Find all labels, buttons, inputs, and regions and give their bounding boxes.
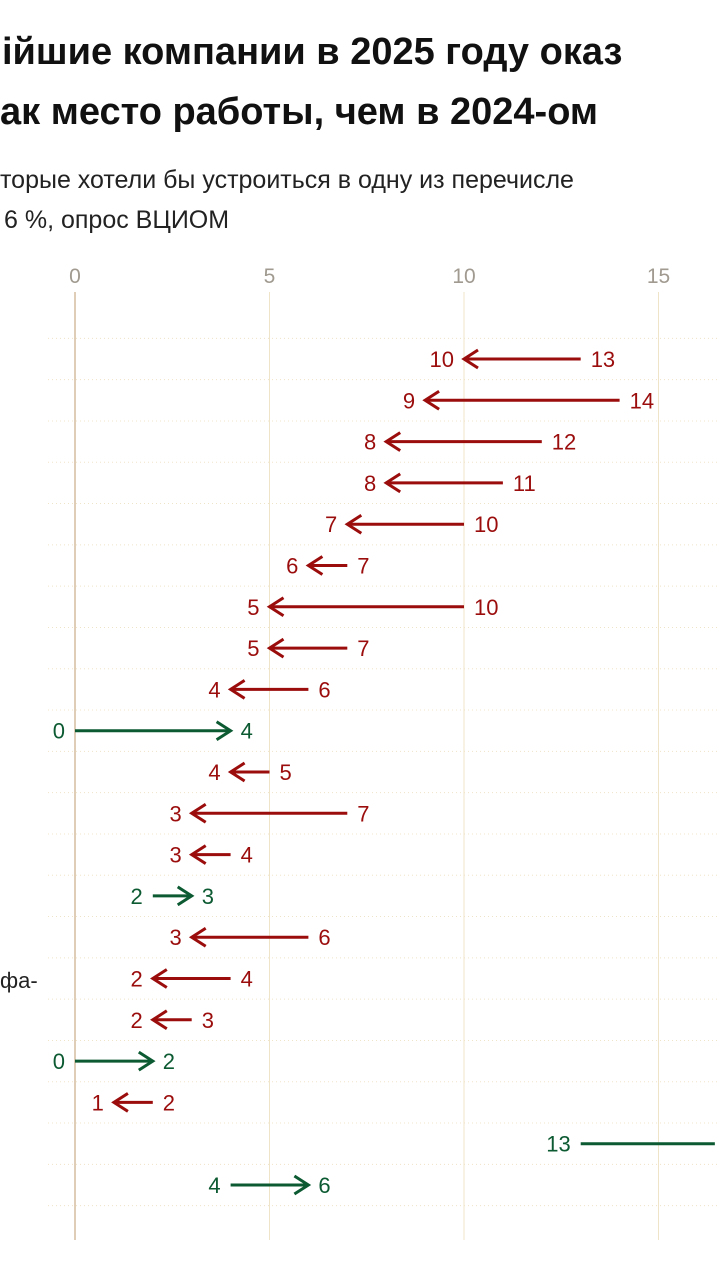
arrow-head: [188, 844, 207, 865]
arrow-row: 10 7: [325, 512, 498, 537]
start-value-label: 13: [591, 347, 615, 372]
x-tick-label: 5: [264, 265, 276, 288]
arrow-head: [227, 679, 246, 700]
start-value-label: 4: [241, 843, 253, 868]
arrow-head: [422, 390, 440, 411]
arrow-row: 42: [131, 967, 253, 992]
x-tick-label: 0: [69, 265, 81, 288]
start-value-label: 10: [474, 512, 498, 537]
end-value-label: 9: [403, 388, 415, 413]
start-value-label: 4: [241, 967, 253, 992]
arrow-head: [150, 1009, 168, 1031]
end-value-label: 8: [364, 471, 376, 496]
end-value-label: 2: [131, 1008, 143, 1033]
x-axis-ticks: 0 5 10 15: [69, 265, 670, 288]
arrow-row: 21: [92, 1090, 175, 1115]
end-value-label: 3: [169, 801, 181, 826]
start-value-label: 6: [318, 677, 330, 702]
arrow-head: [150, 968, 168, 989]
start-value-label: 11: [513, 471, 536, 496]
start-value-label: 6: [318, 925, 330, 950]
arrow-row: 76: [286, 554, 369, 579]
chart-title-line-1: ійшие компании в 2025 году оказ: [2, 31, 623, 73]
arrow-head: [111, 1092, 129, 1113]
start-value-label: 12: [552, 430, 576, 455]
chart-subtitle-line-1: торые хотели бы устроиться в одну из пер…: [0, 166, 574, 194]
end-value-label: 4: [208, 677, 220, 702]
arrow-head: [266, 637, 285, 659]
end-value-label: 2: [131, 967, 143, 992]
arrow-head: [188, 926, 207, 948]
start-value-label: 10: [474, 595, 498, 620]
arrow-head: [188, 803, 207, 824]
arrow-row: 14 9: [403, 388, 654, 413]
arrow-head: [215, 720, 234, 741]
end-value-label: 5: [247, 636, 259, 661]
x-tick-label: 10: [452, 265, 475, 288]
start-value-label: 2: [131, 884, 143, 909]
arrow-head: [227, 761, 246, 783]
arrow-head: [176, 885, 195, 907]
arrow-row: 11 8: [364, 471, 536, 496]
end-value-label: 8: [364, 430, 376, 455]
chart-subtitle-line-2: 6 %, опрос ВЦИОМ: [4, 206, 230, 234]
arrow-head: [293, 1174, 312, 1196]
end-value-label: 4: [241, 719, 253, 744]
end-value-label: 3: [202, 884, 214, 909]
end-value-label: 4: [208, 760, 220, 785]
arrow-head: [383, 431, 402, 452]
arrow-row: 32: [131, 1008, 214, 1033]
arrow-row: 64: [208, 677, 330, 702]
end-value-label: 6: [286, 554, 298, 579]
end-value-label: 10: [430, 347, 454, 372]
start-value-label: 2: [163, 1090, 175, 1115]
arrow-head: [461, 348, 479, 370]
grid-layer: [48, 292, 720, 1240]
start-value-label: 7: [357, 801, 369, 826]
end-value-label: 7: [325, 512, 337, 537]
row-label-fragment: фа-: [0, 968, 38, 993]
end-value-label: 5: [247, 595, 259, 620]
arrow-row: 12 8: [364, 430, 576, 455]
arrow-row: 73: [169, 801, 369, 826]
start-value-label: 3: [202, 1008, 214, 1033]
start-value-label: 7: [357, 636, 369, 661]
arrow-head: [344, 513, 363, 535]
arrow-row: 13 10: [430, 347, 616, 372]
start-value-label: 14: [630, 388, 654, 413]
start-value-label: 7: [357, 554, 369, 579]
arrow-row: 10 5: [247, 595, 498, 620]
start-value-label: 0: [53, 1049, 65, 1074]
arrow-head: [383, 472, 402, 494]
arrow-head: [137, 1050, 156, 1072]
start-value-label: 4: [208, 1173, 220, 1198]
chart-title-line-2: ак место работы, чем в 2024-ом: [0, 91, 599, 133]
arrow-row: 43: [169, 843, 252, 868]
end-value-label: 1: [92, 1090, 104, 1115]
end-value-label: 6: [318, 1173, 330, 1198]
arrow-head: [266, 596, 285, 618]
start-value-label: 5: [280, 760, 292, 785]
arrow-head: [305, 555, 324, 576]
start-value-label: 0: [53, 719, 65, 744]
end-value-label: 3: [169, 843, 181, 868]
end-value-label: 2: [163, 1049, 175, 1074]
arrow-row: 63: [169, 925, 330, 950]
arrow-row: 13: [546, 1132, 715, 1157]
arrow-row: 54: [208, 760, 291, 785]
end-value-label: 3: [169, 925, 181, 950]
x-tick-label: 15: [647, 265, 670, 288]
start-value-label: 13: [546, 1132, 570, 1157]
arrow-row: 75: [247, 636, 369, 661]
